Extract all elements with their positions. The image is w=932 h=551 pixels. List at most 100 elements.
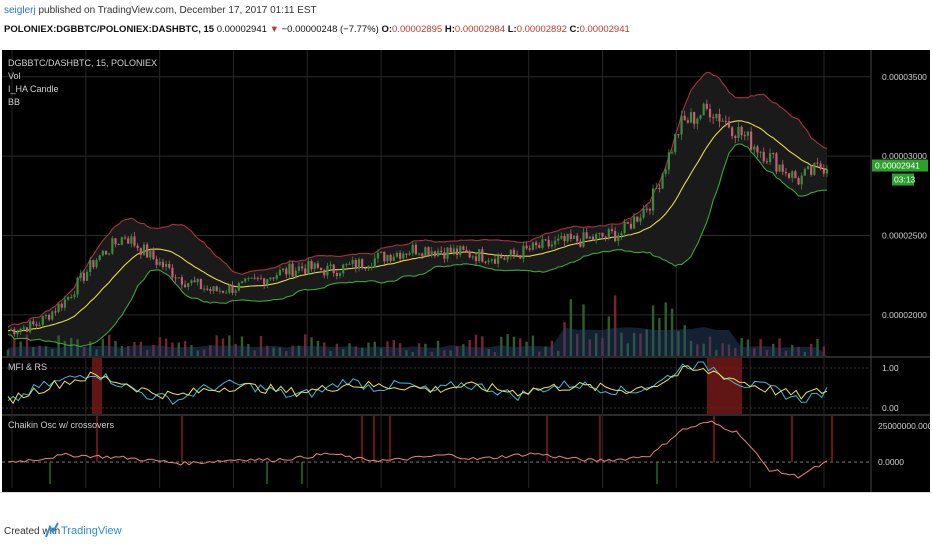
candle-body: [806, 166, 810, 170]
volume-bar: [57, 335, 60, 356]
symbol-line: POLONIEX:DGBBTC/POLONIEX:DASHBTC, 15 0.0…: [4, 24, 630, 35]
countdown-badge-label: 03:13: [894, 175, 916, 185]
candle-body: [705, 103, 708, 109]
candle-body: [316, 263, 319, 268]
volume-bar: [107, 334, 111, 356]
volume-bar: [247, 344, 250, 356]
volume-bar: [443, 350, 446, 356]
volume-bar: [272, 347, 275, 356]
candle-body: [414, 244, 418, 255]
candle-body: [323, 269, 326, 276]
overbought-zone: [707, 358, 742, 414]
volume-bar: [177, 342, 180, 356]
volume-bar: [240, 336, 244, 356]
candle-body: [427, 247, 430, 256]
mfi-rsi-pane[interactable]: [7, 358, 828, 414]
candle-body: [329, 264, 332, 266]
candle-body: [731, 127, 734, 137]
volume-bar: [651, 305, 655, 356]
candle-body: [560, 235, 563, 239]
time-tick-label: 12:00: [666, 491, 688, 492]
volume-bar: [462, 344, 465, 356]
candle-body: [430, 251, 433, 256]
candle-body: [623, 221, 626, 234]
candle-body: [699, 115, 702, 119]
candle-body: [221, 290, 225, 293]
candle-body: [576, 235, 579, 242]
volume-bar: [354, 346, 358, 356]
candle-body: [446, 247, 449, 259]
time-tick-label: 06:00: [592, 491, 614, 492]
candle-body: [89, 260, 92, 272]
candle-body: [395, 252, 399, 257]
candle-body: [130, 236, 133, 244]
candle-body: [278, 270, 282, 276]
chart-canvas[interactable]: 0.00003500 0.00003000 0.00002500 0.00002000…: [2, 50, 930, 492]
price-pane[interactable]: [6, 71, 829, 356]
volume-bar: [803, 351, 807, 356]
volume-bar: [139, 341, 143, 356]
tradingview-brand[interactable]: TradingView: [61, 525, 122, 537]
candle-body: [712, 117, 715, 119]
volume-bar: [126, 345, 130, 356]
candle-body: [288, 263, 291, 275]
chaikin-pane[interactable]: [7, 416, 833, 484]
candle-body: [598, 232, 601, 235]
symbol-title: POLONIEX:DGBBTC/POLONIEX:DASHBTC, 15: [4, 24, 215, 35]
last-price-badge: [872, 159, 928, 172]
candle-body: [98, 255, 101, 260]
candle-body: [114, 238, 117, 245]
candle-body: [557, 238, 560, 241]
chaikin-legend-item: Chaikin Osc w/ crossovers: [8, 420, 115, 430]
candle-body: [256, 278, 259, 280]
candle-body: [702, 103, 705, 116]
osc-tick-label: 0.00: [882, 403, 899, 413]
high-label: H:: [444, 24, 455, 35]
volume-bar: [809, 343, 813, 356]
candle-body: [617, 235, 620, 242]
volume-bar: [379, 348, 383, 356]
candle-body: [361, 259, 364, 268]
candle-body: [380, 251, 383, 253]
candle-body: [165, 263, 168, 267]
candle-body: [25, 327, 29, 332]
chart-area[interactable]: 0.00003500 0.00003000 0.00002500 0.00002000…: [2, 50, 930, 492]
candle-body: [509, 249, 512, 257]
time-axis[interactable]: 06:00 12:00 18:00 15 06:00 12:00 18:00 16 06:00 1…: [2, 491, 829, 492]
candle-body: [48, 314, 51, 320]
candle-body: [35, 324, 38, 326]
candle-body: [266, 279, 269, 285]
candle-body: [139, 248, 142, 255]
rsi-line: [7, 365, 828, 405]
candle-body: [648, 208, 652, 211]
volume-bar: [190, 345, 193, 356]
volume-bar: [436, 340, 440, 356]
volume-bar: [727, 344, 731, 356]
candle-body: [620, 233, 623, 236]
price-tick-label: 0.00002000: [882, 310, 927, 320]
candle-body: [765, 161, 769, 163]
candle-body: [364, 267, 367, 269]
candle-body: [547, 239, 550, 247]
price-axis[interactable]: 0.00003500 0.00003000 0.00002500 0.00002000…: [872, 72, 930, 467]
candle-body: [629, 223, 633, 229]
time-tick-label: 18:00: [740, 491, 762, 492]
candle-body: [206, 288, 209, 290]
candle-body: [376, 252, 380, 259]
candle-body: [250, 277, 253, 279]
volume-bar: [386, 341, 389, 356]
volume-bar: [13, 338, 16, 356]
candle-body: [234, 290, 237, 293]
candle-body: [778, 164, 781, 172]
volume-bar: [658, 317, 661, 356]
candle-body: [642, 208, 645, 218]
candle-body: [484, 261, 487, 263]
volume-bar: [778, 338, 781, 356]
candle-body: [335, 273, 338, 276]
author-link[interactable]: seiglerj: [4, 5, 36, 16]
volume-bar: [677, 331, 680, 356]
time-tick-label: 17: [819, 491, 829, 492]
candle-body: [304, 268, 307, 274]
volume-bar: [481, 336, 484, 356]
candle-body: [569, 233, 572, 240]
